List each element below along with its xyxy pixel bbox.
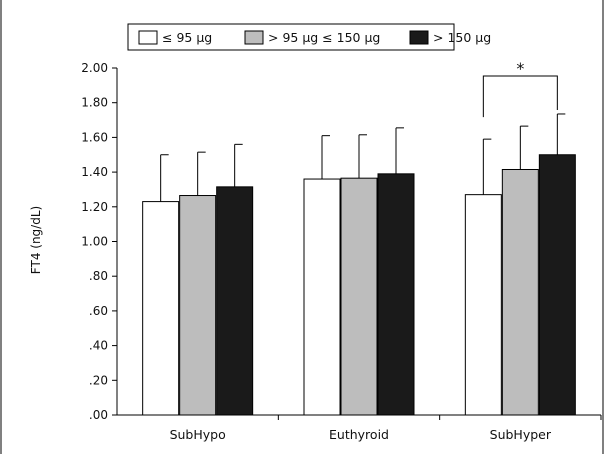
legend-label-low: ≤ 95 µg [162,30,212,45]
y-tick-label: .20 [89,373,108,387]
bar [142,201,180,416]
legend-swatch-low [138,30,158,45]
y-tick-label: 1.20 [81,200,108,214]
y-tick-label: .40 [89,339,108,353]
y-tick-label: 1.00 [81,235,108,249]
legend-box [127,23,455,51]
y-tick-label: 1.40 [81,165,108,179]
bar [216,186,254,416]
y-axis-ticks: .00 .20 .40 .60 .80 1.00 1.20 1.40 1.60 1.80 2.00 [81,61,117,422]
bar [179,195,217,416]
y-tick-label: .80 [89,269,108,283]
legend-swatch-mid [244,30,264,45]
legend-swatch-high [409,30,429,45]
legend-label-mid: > 95 µg ≤ 150 µg [268,30,380,45]
bar [501,168,539,416]
y-tick-label: .00 [89,408,108,422]
bar [377,173,415,416]
y-tick-label: 1.60 [81,130,108,144]
significance-star: * [516,59,524,78]
error-bar-group [160,113,566,202]
bar [303,178,341,416]
x-axis-ticks: SubHypo Euthyroid SubHyper [170,415,602,442]
legend-label-high: > 150 µg [433,30,491,45]
chart-legend: ≤ 95 µg > 95 µg ≤ 150 µg > 150 µg [127,23,491,51]
bar [340,177,378,416]
y-tick-label: .60 [89,304,108,318]
x-category-label: SubHyper [490,427,552,442]
x-category-label: Euthyroid [329,427,389,442]
bar [464,194,502,416]
significance-bracket [482,75,558,118]
significance-annotation: * [482,59,558,118]
y-axis-title: FT4 (ng/dL) [29,206,43,274]
bar-group [142,154,576,416]
y-tick-label: 1.80 [81,96,108,110]
bar [538,154,576,416]
y-tick-label: 2.00 [81,61,108,75]
x-category-label: SubHypo [170,427,226,442]
